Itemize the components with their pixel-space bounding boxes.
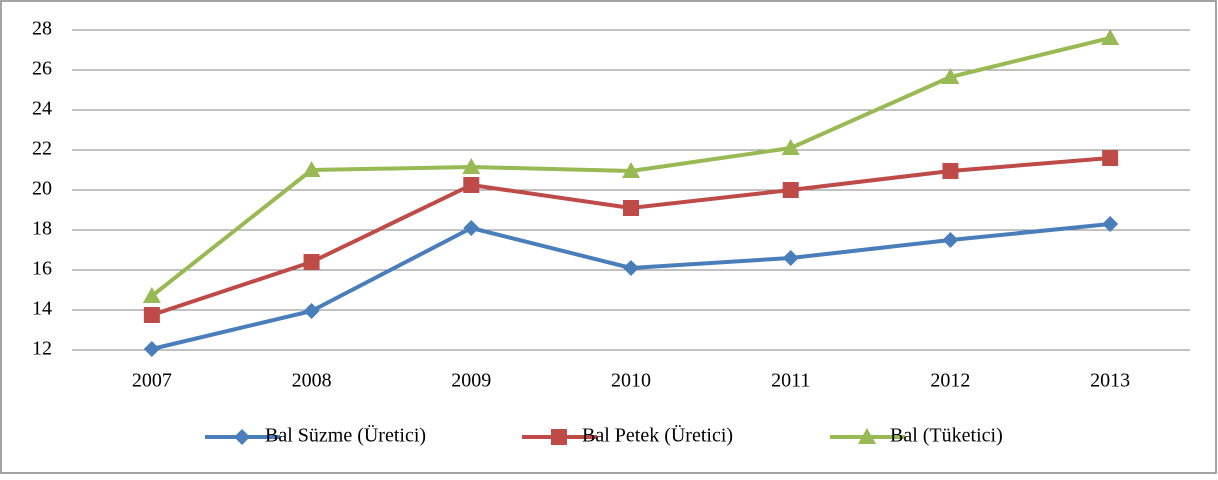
x-tick-label: 2010 [611,370,651,392]
x-tick-label: 2008 [292,370,332,392]
marker [1102,150,1119,166]
marker [941,68,960,84]
x-tick-label: 2013 [1090,370,1130,392]
x-tick-label: 2011 [771,370,810,392]
legend-label: Bal Süzme (Üretici) [265,424,426,447]
y-tick-label: 28 [32,18,52,40]
marker [942,232,959,248]
marker [1102,216,1119,232]
marker [782,182,799,198]
y-tick-label: 22 [32,138,52,160]
marker [143,341,160,357]
legend-marker [234,429,250,445]
y-tick-label: 20 [32,178,52,200]
x-tick-label: 2009 [451,370,491,392]
y-tick-label: 14 [32,298,52,320]
y-tick-label: 12 [32,338,52,360]
x-tick-label: 2007 [132,370,172,392]
marker [142,287,161,303]
marker [463,220,480,236]
marker [622,162,640,178]
marker [623,260,639,276]
legend-marker [551,429,567,445]
marker [302,161,321,177]
y-tick-label: 16 [32,258,52,280]
y-tick-label: 18 [32,218,52,240]
y-tick-label: 24 [32,98,52,120]
marker [782,250,799,266]
y-tick-label: 26 [32,58,52,80]
marker [942,163,959,179]
legend-label: Bal (Tüketici) [890,425,1003,447]
marker [462,158,481,174]
marker [623,200,639,216]
marker [1101,29,1120,45]
marker [463,177,480,193]
legend-label: Bal Petek (Üretici) [582,424,733,447]
marker [303,254,320,270]
marker [303,303,320,319]
marker [781,139,800,155]
legend-marker [858,428,876,444]
marker [143,307,160,323]
x-tick-label: 2012 [930,370,970,392]
